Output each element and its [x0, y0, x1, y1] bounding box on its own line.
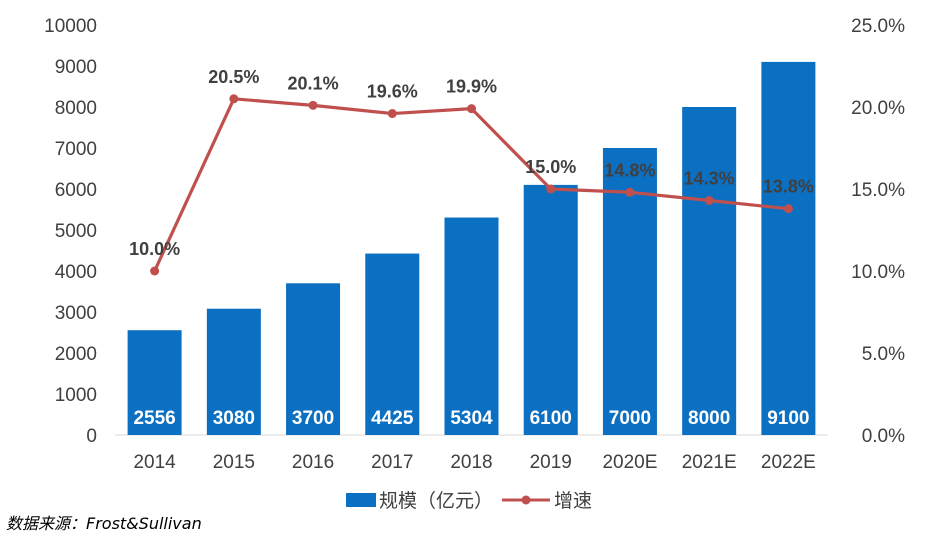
legend-line-label: 增速 [554, 490, 592, 512]
left-tick-label: 4000 [55, 262, 97, 283]
right-tick-label: 10.0% [851, 262, 905, 283]
growth-labels-group: 10.0% 20.5% 20.1% 19.6% 19.9% 15.0% 14.8% 14.3%… [129, 67, 814, 259]
source-note: 数据来源：Frost&Sullivan [6, 514, 202, 533]
growth-point [783, 204, 793, 214]
legend-bar-swatch [346, 493, 376, 507]
bar [127, 330, 182, 435]
left-tick-label: 7000 [55, 139, 97, 160]
right-tick-label: 0.0% [862, 426, 905, 447]
growth-point [150, 266, 160, 276]
bar-labels-group: 2556 3080 3700 4425 5304 6100 7000 8000 9100 [133, 408, 809, 429]
growth-value-label: 15.0% [525, 157, 576, 177]
bar-value-label: 8000 [688, 408, 730, 429]
x-tick-label: 2019 [530, 452, 572, 473]
right-tick-label: 20.0% [851, 98, 905, 119]
legend: 规模（亿元） 增速 [346, 490, 592, 512]
bar [523, 184, 578, 435]
left-tick-label: 6000 [55, 180, 97, 201]
left-tick-label: 3000 [55, 303, 97, 324]
growth-point [308, 100, 318, 110]
growth-value-label: 19.9% [446, 77, 497, 97]
left-axis-ticks: 0 1000 2000 3000 4000 5000 6000 7000 8000 9000 100… [44, 16, 97, 447]
bar-value-label: 9100 [767, 408, 809, 429]
growth-point [625, 187, 635, 197]
left-tick-label: 0 [86, 426, 97, 447]
growth-value-label: 20.5% [208, 67, 259, 87]
x-tick-label: 2017 [371, 452, 413, 473]
left-tick-label: 2000 [55, 344, 97, 365]
legend-bar-label: 规模（亿元） [379, 490, 493, 512]
left-tick-label: 10000 [44, 16, 97, 37]
left-tick-label: 1000 [55, 385, 97, 406]
growth-point [387, 109, 397, 119]
x-tick-label: 2021E [682, 452, 737, 473]
growth-line-group [150, 94, 793, 276]
bar [682, 107, 737, 435]
bar-value-label: 3700 [292, 408, 334, 429]
bar [206, 308, 261, 435]
bars-group [127, 61, 816, 436]
growth-point [704, 195, 714, 205]
x-axis-ticks: 2014 2015 2016 2017 2018 2019 2020E 2021E 2022E [133, 452, 815, 473]
legend-line-marker [521, 495, 531, 505]
growth-value-label: 13.8% [763, 177, 814, 197]
x-tick-label: 2020E [602, 452, 657, 473]
growth-point [467, 104, 476, 114]
bar-value-label: 3080 [213, 408, 255, 429]
growth-value-label: 10.0% [129, 239, 180, 259]
x-tick-label: 2016 [292, 452, 334, 473]
right-tick-label: 15.0% [851, 180, 905, 201]
x-tick-label: 2022E [761, 452, 816, 473]
right-axis-ticks: 0.0% 5.0% 10.0% 15.0% 20.0% 25.0% [851, 16, 905, 447]
growth-value-label: 20.1% [288, 73, 339, 93]
bar-value-label: 4425 [371, 408, 414, 429]
bar [365, 253, 420, 435]
growth-value-label: 14.8% [604, 160, 655, 180]
growth-value-label: 19.6% [367, 82, 418, 102]
x-tick-label: 2015 [213, 452, 255, 473]
bar [444, 217, 499, 435]
bar-value-label: 5304 [450, 408, 493, 429]
left-tick-label: 9000 [55, 57, 97, 78]
bar-value-label: 7000 [609, 408, 651, 429]
bar-value-label: 2556 [133, 408, 175, 429]
left-tick-label: 5000 [55, 221, 97, 242]
bar-value-label: 6100 [530, 408, 572, 429]
bar [761, 61, 816, 436]
x-tick-label: 2014 [133, 452, 176, 473]
right-tick-label: 5.0% [862, 344, 905, 365]
growth-value-label: 14.3% [684, 168, 735, 188]
growth-point [229, 94, 239, 104]
right-tick-label: 25.0% [851, 16, 905, 37]
growth-point [546, 184, 556, 194]
left-tick-label: 8000 [55, 98, 97, 119]
x-tick-label: 2018 [450, 452, 492, 473]
bar [286, 283, 341, 435]
